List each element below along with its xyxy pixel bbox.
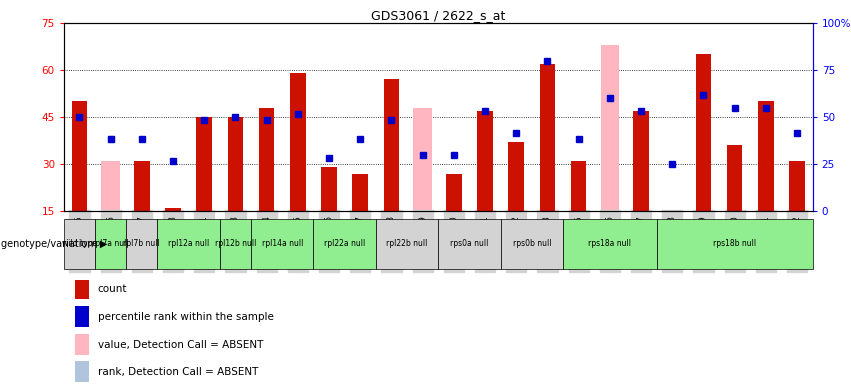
Bar (321, 167, 337, 211)
Bar (75, 361, 89, 382)
Text: rpl12b null: rpl12b null (214, 239, 256, 248)
Text: rpl22b null: rpl22b null (386, 239, 428, 248)
Text: rpl12a null: rpl12a null (168, 239, 209, 248)
Bar (126, 219, 157, 269)
Bar (695, 55, 711, 211)
Text: count: count (98, 284, 127, 294)
Text: percentile rank within the sample: percentile rank within the sample (98, 311, 273, 322)
Bar (290, 73, 306, 211)
Bar (95, 219, 126, 269)
Text: rps0b null: rps0b null (512, 239, 551, 248)
Bar (71, 101, 87, 211)
Bar (251, 219, 313, 269)
Bar (500, 219, 563, 269)
Bar (64, 219, 95, 269)
Bar (220, 219, 251, 269)
Text: rank, Detection Call = ABSENT: rank, Detection Call = ABSENT (98, 367, 258, 377)
Title: GDS3061 / 2622_s_at: GDS3061 / 2622_s_at (371, 9, 505, 22)
Text: rpl14a null: rpl14a null (261, 239, 303, 248)
Bar (75, 278, 89, 299)
Bar (446, 174, 461, 211)
Bar (259, 108, 274, 211)
Bar (571, 161, 586, 211)
Bar (134, 161, 150, 211)
Bar (789, 161, 805, 211)
Bar (633, 111, 648, 211)
Bar (508, 142, 524, 211)
Bar (563, 219, 657, 269)
Bar (352, 174, 368, 211)
Bar (227, 117, 243, 211)
Bar (438, 219, 500, 269)
Bar (197, 117, 212, 211)
Bar (758, 101, 774, 211)
Text: rps18b null: rps18b null (713, 239, 757, 248)
Bar (165, 208, 180, 211)
Bar (727, 146, 742, 211)
Text: rpl7b null: rpl7b null (123, 239, 160, 248)
Bar (540, 64, 555, 211)
Bar (665, 211, 680, 252)
Bar (157, 219, 220, 269)
Bar (414, 108, 432, 211)
Text: rps18a null: rps18a null (588, 239, 631, 248)
Bar (657, 219, 813, 269)
Text: rpl22a null: rpl22a null (324, 239, 365, 248)
Bar (477, 111, 493, 211)
Bar (75, 334, 89, 355)
Text: wild type: wild type (62, 239, 97, 248)
Bar (384, 79, 399, 211)
Text: rpl7a null: rpl7a null (92, 239, 129, 248)
Text: rps0a null: rps0a null (450, 239, 488, 248)
Bar (601, 45, 620, 211)
Bar (313, 219, 376, 269)
Text: value, Detection Call = ABSENT: value, Detection Call = ABSENT (98, 339, 263, 349)
Bar (101, 161, 120, 211)
Text: genotype/variation  ▶: genotype/variation ▶ (1, 239, 107, 249)
Bar (376, 219, 438, 269)
Bar (75, 306, 89, 327)
